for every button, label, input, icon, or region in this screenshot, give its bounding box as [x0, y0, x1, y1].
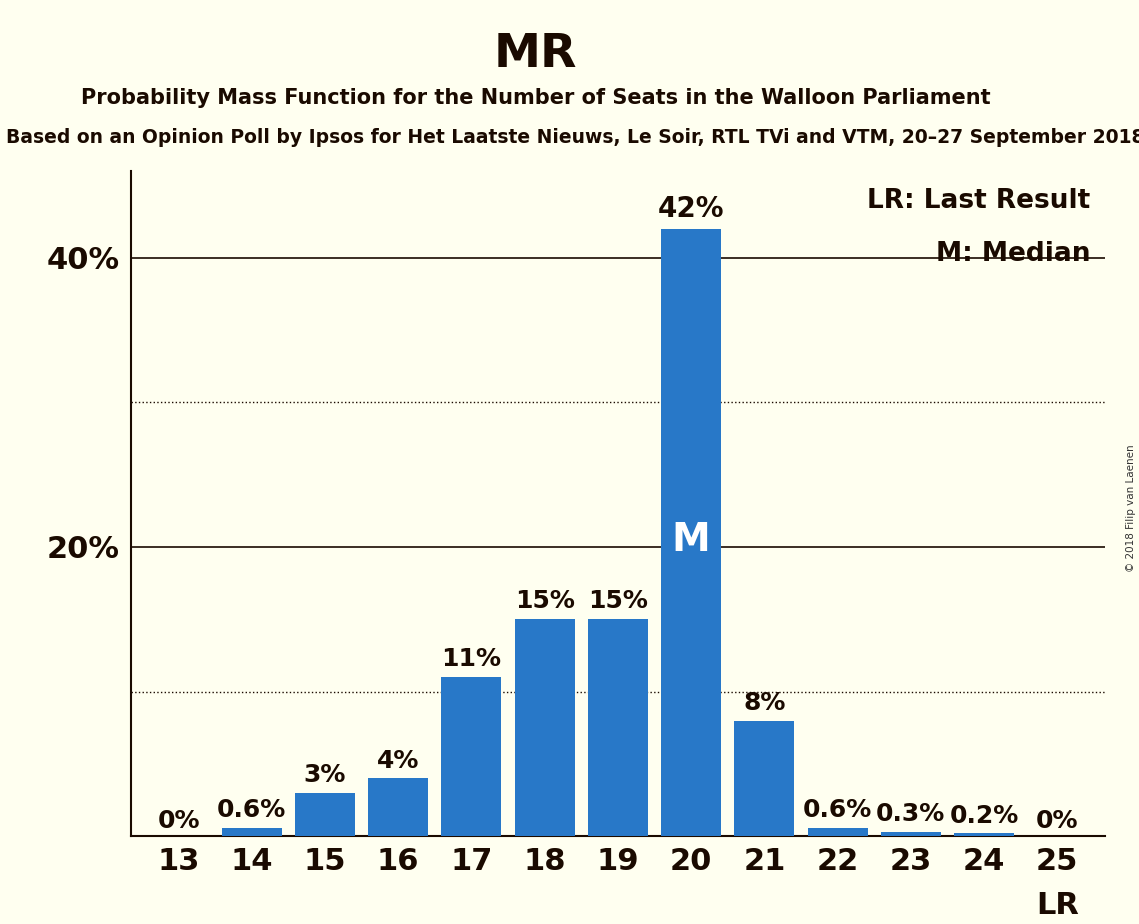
Text: 3%: 3%	[304, 763, 346, 787]
Text: 0.2%: 0.2%	[950, 804, 1018, 828]
Text: MR: MR	[493, 32, 577, 78]
Bar	[735, 721, 794, 836]
Text: M: M	[672, 521, 711, 559]
Bar	[368, 778, 428, 836]
Bar	[442, 677, 501, 836]
Text: 42%: 42%	[658, 195, 724, 223]
Text: 0%: 0%	[157, 808, 199, 833]
Text: LR: Last Result: LR: Last Result	[867, 188, 1090, 213]
Bar	[808, 828, 868, 836]
Bar	[954, 833, 1014, 836]
Text: 0.6%: 0.6%	[218, 797, 286, 821]
Text: 8%: 8%	[743, 691, 786, 715]
Text: Based on an Opinion Poll by Ipsos for Het Laatste Nieuws, Le Soir, RTL TVi and V: Based on an Opinion Poll by Ipsos for He…	[6, 128, 1139, 147]
Text: © 2018 Filip van Laenen: © 2018 Filip van Laenen	[1126, 444, 1136, 572]
Bar	[880, 832, 941, 836]
Text: 0%: 0%	[1036, 808, 1079, 833]
Bar	[222, 828, 281, 836]
Bar	[515, 619, 575, 836]
Text: 15%: 15%	[588, 590, 648, 614]
Text: 4%: 4%	[377, 748, 419, 772]
Text: 11%: 11%	[442, 648, 501, 672]
Text: Probability Mass Function for the Number of Seats in the Walloon Parliament: Probability Mass Function for the Number…	[81, 88, 990, 108]
Text: 15%: 15%	[515, 590, 574, 614]
Bar	[661, 229, 721, 836]
Bar	[295, 793, 355, 836]
Bar	[588, 619, 648, 836]
Text: 0.6%: 0.6%	[803, 797, 872, 821]
Text: 0.3%: 0.3%	[876, 802, 945, 826]
Text: M: Median: M: Median	[936, 241, 1090, 267]
Text: LR: LR	[1035, 891, 1079, 920]
